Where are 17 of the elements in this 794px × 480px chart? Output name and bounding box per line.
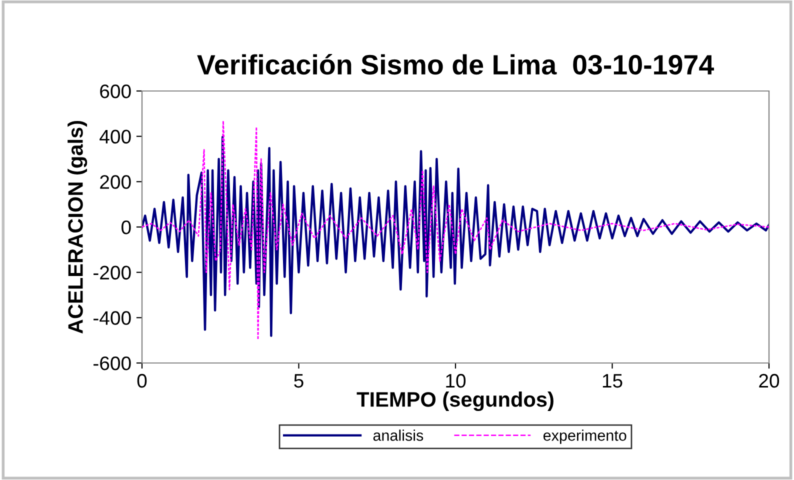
- x-axis-title: TIEMPO (segundos): [356, 392, 554, 412]
- x-tick-label: 10: [446, 374, 466, 388]
- y-tick-label: 400: [100, 130, 131, 144]
- y-tick-label: -200: [94, 266, 131, 280]
- x-tick-label: 0: [137, 374, 147, 388]
- x-tick-label: 15: [602, 374, 622, 388]
- y-tick-label: -400: [94, 311, 131, 325]
- legend-label: experimento: [543, 430, 626, 444]
- y-tick-label: 600: [100, 84, 131, 98]
- y-axis-title: ACELERACION (gals): [68, 120, 88, 334]
- chart-title: Verificación Sismo de Lima 03-10-1974: [197, 54, 714, 75]
- x-tick-label: 5: [294, 374, 304, 388]
- y-tick-label: 200: [100, 175, 131, 189]
- x-tick-label: 20: [759, 374, 780, 388]
- y-tick-label: 0: [122, 220, 131, 234]
- y-tick-label: -600: [94, 356, 131, 370]
- legend-label: analisis: [373, 430, 424, 441]
